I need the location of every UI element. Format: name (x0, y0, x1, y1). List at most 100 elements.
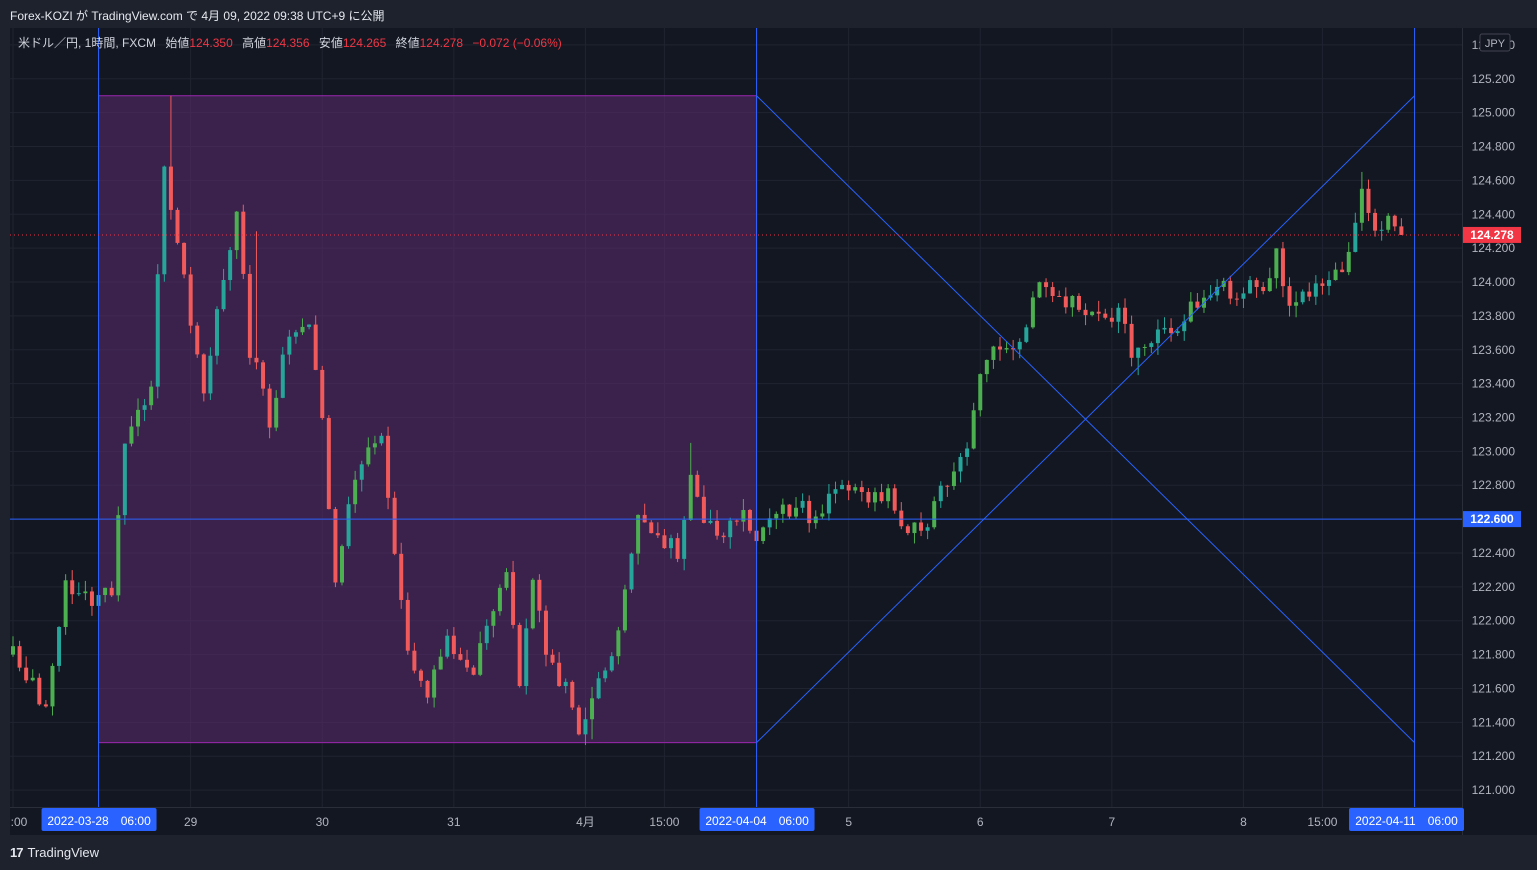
candle-body (511, 572, 516, 625)
date-marker-label: 2022-04-04 06:00 (705, 814, 809, 828)
candle-body (563, 681, 568, 687)
x-tick-label: 8 (1240, 815, 1247, 829)
brand[interactable]: 17 TradingView (10, 845, 99, 860)
candle-body (267, 388, 272, 428)
candle-body (491, 611, 496, 626)
y-tick-label: 124.600 (1472, 173, 1516, 187)
candle-body (412, 650, 417, 671)
x-tick-label: 5 (845, 815, 852, 829)
x-tick-label: 15:00 (649, 815, 679, 829)
candle-body (866, 491, 871, 503)
candle-body (1287, 286, 1292, 306)
candle-body (11, 646, 15, 655)
candle-body (24, 667, 29, 681)
candle-body (570, 681, 575, 708)
candle-body (83, 591, 88, 594)
y-tick-label: 123.800 (1472, 309, 1516, 323)
candle-body (978, 374, 983, 411)
candle-body (1274, 248, 1279, 279)
candle-body (991, 346, 996, 360)
candle-body (557, 662, 562, 687)
y-tick-label: 124.200 (1472, 241, 1516, 255)
candle-body (1333, 269, 1338, 281)
x-tick-label: 15:00 (1307, 815, 1337, 829)
candle-body (432, 669, 437, 698)
crosshair-price-label: 122.600 (1470, 512, 1514, 526)
currency-label: JPY (1485, 38, 1506, 50)
candle-body (583, 719, 588, 735)
y-tick-label: 123.600 (1472, 343, 1516, 357)
brand-name: TradingView (27, 845, 100, 860)
candle-body (951, 471, 956, 487)
candle-body (958, 456, 963, 472)
legend-low-label: 安値 (318, 36, 343, 50)
y-tick-label: 121.800 (1472, 648, 1516, 662)
y-tick-label: 121.600 (1472, 681, 1516, 695)
ohlc-legend: 米ドル／円, 1時間, FXCM 始値124.350 高値124.356 安値1… (18, 34, 562, 51)
y-tick-label: 122.400 (1472, 546, 1516, 560)
candle-body (392, 497, 397, 554)
candles (11, 95, 1404, 746)
candle-body (747, 510, 752, 531)
candle-body (1024, 327, 1029, 342)
candle-body (767, 518, 772, 528)
candle-body (1340, 269, 1345, 273)
candle-body (590, 698, 595, 720)
candle-body (1399, 226, 1404, 235)
top-bar: Forex-KOZI が TradingView.com で 4月 09, 20… (0, 0, 1537, 28)
candle-body (386, 435, 391, 498)
candle-body (149, 386, 154, 406)
candle-body (1254, 280, 1259, 287)
candle-body (195, 325, 200, 355)
candle-body (175, 209, 180, 243)
tradingview-logo-icon: 17 (10, 845, 24, 860)
y-tick-label: 123.400 (1472, 377, 1516, 391)
candle-body (287, 336, 292, 355)
y-tick-label: 121.200 (1472, 749, 1516, 763)
candle-body (655, 533, 660, 536)
candle-body (813, 516, 818, 524)
candle-body (1175, 331, 1180, 334)
candle-body (840, 484, 845, 490)
candle-body (1379, 229, 1384, 231)
candle-body (399, 553, 404, 600)
candle-body (30, 677, 35, 681)
candle-body (886, 488, 891, 502)
candle-body (1353, 222, 1358, 252)
candle-body (129, 426, 134, 444)
candle-body (629, 553, 634, 590)
y-tick-label: 124.400 (1472, 207, 1516, 221)
candle-body (208, 355, 213, 394)
candle-body (682, 519, 687, 559)
candle-body (820, 513, 825, 517)
candle-body (346, 504, 351, 547)
candle-body (603, 670, 608, 679)
candle-body (1261, 286, 1266, 292)
candle-body (1004, 348, 1009, 350)
candle-body (1188, 301, 1193, 322)
candle-body (919, 522, 924, 531)
candle-body (721, 535, 726, 538)
candle-body (675, 538, 680, 559)
candle-body (800, 500, 805, 508)
candle-body (1096, 311, 1101, 314)
range-box (98, 95, 758, 744)
candle-body (826, 493, 831, 514)
candle-body (1044, 282, 1049, 288)
candle-body (596, 678, 601, 699)
legend-high-label: 高値 (242, 36, 267, 50)
candle-body (1017, 341, 1022, 350)
candle-body (998, 346, 1002, 350)
candle-body (37, 677, 42, 705)
x-tick-label: 29 (184, 815, 198, 829)
candle-body (1136, 347, 1141, 358)
legend-low-value: 124.265 (342, 36, 387, 50)
candle-body (122, 443, 127, 516)
y-tick-label: 122.800 (1472, 478, 1516, 492)
date-marker-label: 2022-04-11 06:00 (1355, 814, 1458, 828)
x-tick-label: 31 (447, 815, 461, 829)
candle-body (136, 409, 141, 427)
candle-body (484, 625, 489, 644)
candle-body (1267, 278, 1272, 292)
